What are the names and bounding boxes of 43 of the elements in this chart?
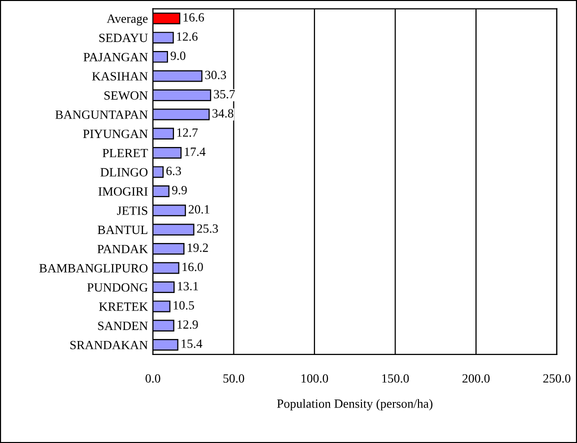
data-label: 25.3 (197, 224, 218, 233)
data-label: 17.4 (184, 148, 206, 156)
data-label: 6.3 (166, 166, 181, 176)
x-axis-title: Population Density (person/ha) (277, 399, 432, 410)
data-label: 10.5 (174, 301, 194, 310)
data-label: 30.3 (205, 70, 226, 80)
x-tick-label: 250.0 (543, 374, 570, 383)
data-label: 20.1 (188, 205, 210, 214)
y-tick-label: BAMBANGLIPURO (39, 264, 148, 272)
y-tick-label: KRETEK (99, 302, 148, 311)
y-tick-label: IMOGIRI (98, 187, 148, 196)
data-label: 13.1 (178, 282, 198, 290)
y-tick-label: PUNDONG (87, 283, 148, 292)
y-tick-label: PIYUNGAN (83, 130, 148, 138)
y-tick-label: Average (106, 14, 148, 26)
y-tick-label: PLERET (102, 148, 148, 158)
data-label: 9.9 (172, 186, 187, 194)
y-tick-label: SEWON (104, 91, 148, 100)
y-tick-label: DLINGO (100, 168, 148, 176)
y-tick-label: SANDEN (98, 322, 148, 330)
data-label: 12.9 (178, 320, 198, 329)
data-label: 15.4 (182, 340, 202, 348)
x-tick-label: 50.0 (223, 374, 244, 383)
data-label: 19.2 (188, 244, 208, 252)
x-tick-label: 100.0 (302, 374, 328, 383)
y-tick-label: PAJANGAN (84, 52, 148, 62)
data-label: 9.0 (170, 52, 186, 60)
data-label: 35.7 (214, 90, 235, 98)
y-tick-label: BANTUL (98, 226, 148, 234)
x-tick-label: 0.0 (146, 374, 160, 383)
x-tick-label: 150.0 (382, 374, 409, 383)
data-label: 16.6 (184, 13, 204, 22)
data-label: 12.7 (177, 128, 198, 137)
y-tick-label: SRANDAKAN (70, 340, 148, 350)
data-label: 12.6 (177, 32, 198, 41)
y-tick-label: JETIS (117, 206, 148, 215)
y-tick-label: KASIHAN (92, 72, 148, 81)
y-tick-label: SEDAYU (99, 34, 148, 42)
y-tick-label: PANDAK (97, 244, 148, 254)
x-tick-label: 200.0 (462, 374, 490, 383)
data-label: 34.8 (212, 109, 234, 118)
data-label: 16.0 (182, 262, 203, 272)
y-tick-label: BANGUNTAPAN (55, 110, 148, 119)
